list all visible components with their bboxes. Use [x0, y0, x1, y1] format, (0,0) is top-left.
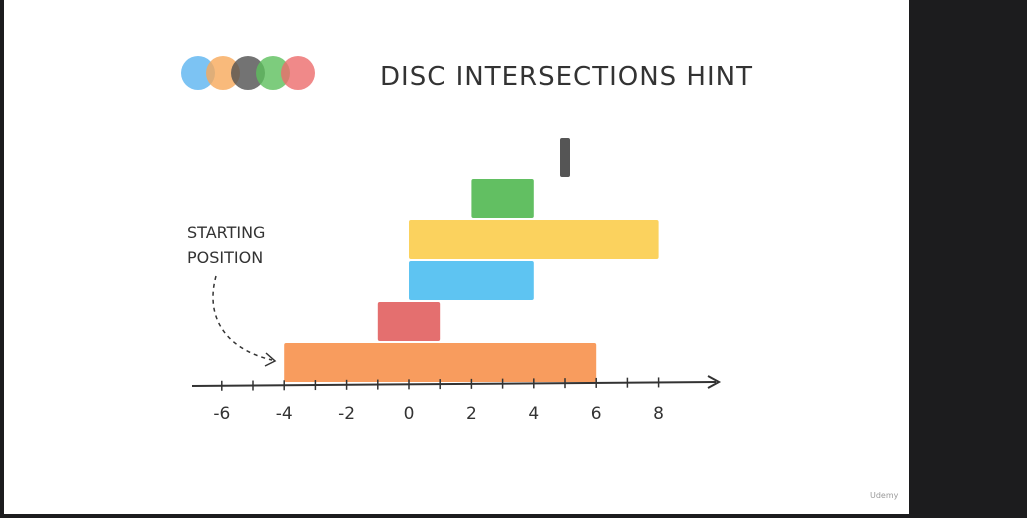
right-panel: [909, 0, 1027, 514]
interval-bar: [409, 261, 534, 300]
interval-bar: [471, 179, 534, 218]
axis-tick-label: -6: [213, 404, 230, 424]
annotation-line-2: POSITION: [187, 248, 263, 267]
axis-tick-label: 6: [591, 404, 602, 424]
axis-tick-label: -2: [338, 404, 355, 424]
interval-bar: [377, 302, 441, 341]
axis-tick-label: 8: [653, 404, 664, 424]
slide: DISC INTERSECTIONS HINT STARTING POSITIO…: [4, 0, 909, 514]
annotation-arrow: [212, 275, 273, 361]
axis-tick-label: 4: [528, 404, 539, 424]
logo-circle: [281, 56, 315, 90]
udemy-watermark: Udemy: [870, 491, 899, 500]
interval-bars: [284, 138, 659, 382]
annotation-arrowhead: [264, 352, 277, 367]
axis-tick-label: 0: [404, 404, 415, 424]
interval-bar: [560, 138, 570, 177]
axis-tick-label: -4: [276, 404, 293, 424]
slide-title: DISC INTERSECTIONS HINT: [380, 62, 753, 92]
axis-tick-labels: -6 -4 -2 0 2 4 6 8: [213, 404, 664, 424]
logo-circles: [181, 56, 315, 90]
number-line: -6 -4 -2 0 2 4 6 8: [191, 375, 722, 424]
logo-circle: [181, 56, 215, 90]
annotation-line-1: STARTING: [187, 223, 265, 242]
axis-tick-label: 2: [466, 404, 477, 424]
axis-arrowhead: [707, 375, 722, 389]
disc-intersections-diagram: DISC INTERSECTIONS HINT STARTING POSITIO…: [181, 56, 753, 424]
interval-bar: [409, 220, 659, 259]
axis-line: [191, 381, 717, 387]
logo-circle: [256, 56, 290, 90]
interval-bar: [284, 343, 597, 382]
logo-circle: [231, 56, 265, 90]
left-border: [0, 0, 4, 514]
logo-circle: [206, 56, 240, 90]
axis-ticks: [221, 377, 660, 391]
